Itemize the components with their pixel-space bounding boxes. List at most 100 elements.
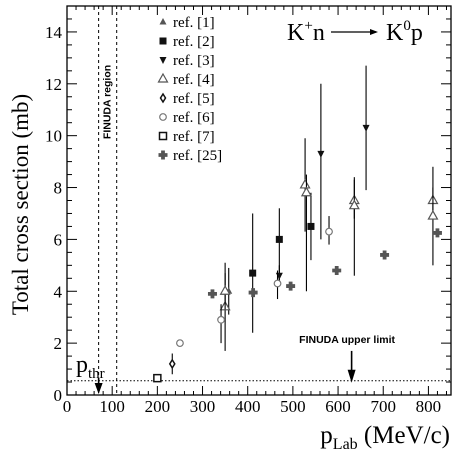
upper-limit-arrowhead — [347, 369, 356, 383]
threshold-label: pthr — [76, 352, 105, 382]
upper-limit-label: FINUDA upper limit — [299, 334, 395, 346]
y-tick-label: 4 — [54, 282, 63, 301]
x-axis-label-unit: (MeV/c) — [358, 422, 450, 449]
series-7 — [153, 373, 162, 383]
data-point — [219, 285, 231, 295]
term-rest: p — [411, 20, 423, 46]
data-point — [275, 235, 283, 243]
marker-shape — [332, 266, 342, 276]
marker-shape — [168, 358, 176, 370]
marker-shape — [158, 131, 168, 141]
legend-marker — [159, 37, 167, 45]
data-point — [176, 339, 184, 348]
legend-label: ref. [4] — [173, 72, 215, 88]
x-tick-label: 500 — [280, 397, 306, 416]
threshold-arrowhead — [94, 383, 103, 394]
y-tick-label: 12 — [45, 75, 62, 94]
y-tick-label: 6 — [54, 230, 63, 249]
series-2 — [249, 192, 315, 333]
x-axis-label-base: p — [320, 422, 333, 449]
marker-shape — [159, 92, 167, 104]
x-tick-label: 700 — [370, 397, 396, 416]
data-point — [207, 289, 217, 299]
reaction-term: K+n — [287, 18, 325, 46]
legend-marker — [157, 72, 169, 83]
reaction-arrowhead — [370, 29, 378, 35]
legend-label: ref. [1] — [173, 15, 215, 31]
y-tick-label: 8 — [54, 179, 63, 198]
marker-shape — [158, 150, 168, 160]
legend-marker — [159, 113, 167, 121]
marker-shape — [273, 279, 282, 288]
x-tick-label: 400 — [235, 397, 261, 416]
legend-label: ref. [3] — [173, 53, 215, 69]
legend-label: ref. [25] — [173, 148, 222, 164]
legend-label: ref. [6] — [173, 110, 215, 126]
threshold-label-sub: thr — [88, 366, 105, 382]
marker-shape — [159, 18, 167, 25]
legend: ref. [1] ref. [2] ref. [3] ref. [4] ref. [5]… — [157, 15, 222, 164]
legend-marker — [159, 57, 167, 64]
term-superscript: 0 — [403, 18, 411, 34]
data-point — [168, 358, 176, 370]
data-marks — [153, 65, 442, 383]
x-tick-label: 0 — [63, 397, 72, 416]
term-rest: n — [313, 20, 325, 46]
marker-shape — [325, 227, 333, 236]
marker-shape — [300, 186, 312, 197]
finuda-region-label: FINUDA region — [102, 65, 114, 139]
data-point — [332, 266, 342, 276]
marker-shape — [362, 124, 370, 132]
marker-shape — [157, 72, 169, 83]
data-point — [217, 315, 225, 324]
marker-shape — [207, 289, 217, 299]
data-point — [275, 272, 283, 280]
legend-marker — [159, 18, 167, 25]
data-point — [300, 186, 312, 197]
x-tick-label: 200 — [145, 397, 171, 416]
y-tick-label: 0 — [54, 386, 63, 405]
legend-marker — [158, 150, 168, 160]
data-point — [432, 228, 442, 238]
marker-shape — [427, 209, 439, 220]
series-6 — [176, 216, 333, 348]
marker-shape — [432, 228, 442, 238]
y-axis-label: Total cross section (mb) — [8, 94, 33, 315]
data-point — [248, 288, 258, 298]
marker-shape — [159, 113, 167, 121]
data-point — [380, 250, 390, 260]
data-point — [286, 281, 296, 291]
x-tick-label: 600 — [325, 397, 351, 416]
marker-shape — [380, 250, 390, 260]
x-tick-label: 800 — [416, 397, 442, 416]
marker-shape — [219, 285, 231, 295]
reaction-term: K0p — [386, 18, 423, 46]
series-5 — [168, 353, 176, 375]
data-point — [273, 279, 282, 288]
series-8 — [207, 228, 442, 299]
x-tick-label: 100 — [99, 397, 125, 416]
marker-shape — [299, 178, 311, 189]
data-point — [153, 373, 162, 383]
series-4 — [219, 138, 439, 351]
data-point — [307, 222, 315, 230]
marker-shape — [317, 150, 325, 158]
data-point — [249, 269, 257, 277]
marker-shape — [275, 235, 283, 243]
legend-marker — [159, 92, 167, 104]
marker-shape — [348, 199, 360, 210]
data-point — [317, 150, 325, 158]
marker-shape — [307, 222, 315, 230]
marker-shape — [159, 37, 167, 45]
data-point — [362, 124, 370, 132]
y-tick-label: 10 — [45, 127, 62, 146]
series-3 — [275, 65, 370, 284]
x-tick-label: 300 — [190, 397, 216, 416]
term-superscript: + — [304, 18, 312, 34]
y-tick-label: 14 — [45, 23, 63, 42]
term-base: K — [386, 20, 404, 46]
marker-shape — [275, 272, 283, 280]
